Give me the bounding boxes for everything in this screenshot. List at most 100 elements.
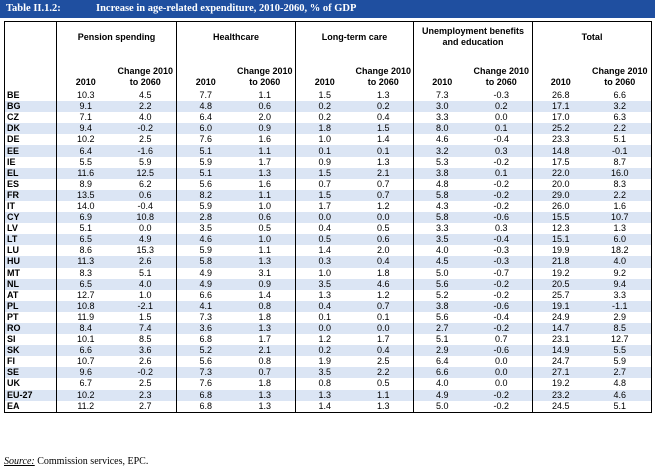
value-change: 0.9 [234,123,296,135]
value-change: 2.3 [114,389,177,401]
value-2010: 8.0 [413,123,471,135]
value-change: -0.2 [493,178,510,189]
value-change: 7.4 [114,322,177,335]
value-2010: 5.8 [176,256,235,268]
value-2010: 24.9 [532,311,589,323]
value-change: -0.3 [470,256,533,268]
value-change: 0.0 [139,223,152,234]
table-row: FR 13.5 0.6 8.2 1.1 1.5 0.7 5.8 -0.2 29.0 2.2 [4,189,652,201]
country-code: DK [4,123,57,135]
country-code: LT [4,234,57,246]
value-change: 8.5 [139,334,152,345]
source-label: Source: [4,456,35,467]
value-2010: 5.3 [413,156,471,168]
change-header: Change 2010 to 2060 [473,66,530,87]
value-change: 1.3 [377,156,390,167]
value-2010: 6.8 [176,334,235,346]
table-row: LV 5.1 0.0 3.5 0.5 0.4 0.5 3.3 0.3 12.3 1.3 [5,223,652,235]
value-change: 1.6 [258,134,272,145]
value-2010: 8.9 [56,178,115,190]
value-change: 2.2 [588,123,652,135]
value-change: 0.7 [495,334,508,345]
value-change: 0.5 [258,223,272,234]
value-2010: 5.0 [413,267,471,279]
value-change: 3.2 [588,101,652,113]
value-change: 0.4 [353,345,414,357]
group-header: Long-term care [295,21,414,52]
value-change: 0.2 [470,101,533,113]
table-row: HU 11.3 2.6 5.8 1.3 0.3 0.4 4.5 -0.3 21.8 4.0 [4,256,652,268]
value-2010: 10.8 [56,300,115,312]
value-2010: 0.7 [295,178,354,190]
country-code: PL [4,300,57,312]
value-change: 2.6 [114,256,177,268]
table-row: DK 9.4 -0.2 6.0 0.9 1.8 1.5 8.0 0.1 25.2 2.2 [4,123,652,135]
value-change: 4.8 [613,378,627,389]
value-change: -0.2 [114,367,177,379]
value-2010: 0.3 [295,256,354,268]
value-change: 0.0 [495,112,508,123]
value-change: -0.2 [493,400,510,411]
value-change: 1.3 [234,256,296,268]
value-change: 0.1 [470,167,533,179]
country-code: LV [7,223,18,234]
value-change: 4.9 [114,234,177,246]
value-2010: 7.6 [176,378,235,390]
value-change: 1.8 [258,311,272,322]
value-2010: 1.9 [295,356,354,368]
table-caption: Table II.1.2: Increase in age-related ex… [0,0,655,18]
value-change: 5.5 [588,345,652,357]
value-2010: 0.4 [295,300,354,312]
value-change: -1.1 [588,300,652,312]
value-2010: 5.8 [413,212,471,224]
value-2010: 0.5 [295,234,354,246]
value-2010: 4.0 [413,245,471,257]
country-code: RO [4,322,57,335]
value-change: 6.2 [139,178,152,189]
value-change: 1.0 [234,234,296,246]
value-change: 5.9 [613,356,627,367]
value-change: 0.6 [234,212,296,224]
value-2010: 24.7 [532,356,589,368]
value-2010: 0.0 [295,212,354,224]
value-2010: 17.1 [532,101,589,113]
group-header: Pension spending [55,21,177,52]
country-code: EE [4,145,57,157]
value-change: -0.3 [493,90,510,101]
value-change: 0.1 [377,311,390,322]
value-change: 2.5 [139,378,152,389]
value-change: 2.7 [139,400,152,411]
value-2010: 20.0 [532,178,589,190]
value-change: 1.8 [258,378,272,389]
value-2010: 5.2 [176,345,235,357]
value-change: 0.1 [470,123,533,135]
value-change: 1.2 [377,200,390,211]
table-row: LT 6.5 4.9 4.6 1.0 0.5 0.6 3.5 -0.4 15.1 6.0 [4,234,652,246]
value-2010: 1.3 [295,389,354,401]
country-code: DE [7,134,20,145]
value-change: 1.7 [377,334,390,345]
value-2010: 22.0 [532,167,589,179]
value-change: 15.3 [136,245,155,256]
value-2010: 24.5 [532,400,589,413]
table-body: BE 10.3 4.5 7.7 1.1 1.5 1.3 7.3 -0.3 26.8 6.6 BG 9.1… [4,90,652,413]
value-change: 1.8 [377,267,390,278]
table-row: PL 10.8 -2.1 4.1 0.8 0.4 0.7 3.8 -0.6 19.1 -1.1 [4,300,652,312]
value-2010: 15.5 [532,212,589,224]
table-row: CZ 7.1 4.0 6.4 2.0 0.2 0.4 3.3 0.0 17.0 6.3 [5,112,652,124]
country-code: IE [7,156,16,167]
source-text: Commission services, EPC. [37,456,149,467]
corner-cell [5,52,57,90]
value-2010: 1.0 [295,134,354,146]
value-change: 5.1 [613,400,627,411]
value-change: 18.2 [611,245,629,256]
value-change: -0.7 [493,267,510,278]
value-2010: 5.6 [176,178,235,190]
value-change: 0.0 [353,212,414,224]
value-2010: 5.0 [413,400,471,413]
value-2010: 6.6 [176,289,235,301]
value-2010: 0.2 [295,101,354,113]
value-2010: 6.6 [413,367,471,379]
year-header: 2010 [532,52,589,90]
value-change: 1.5 [353,123,414,135]
